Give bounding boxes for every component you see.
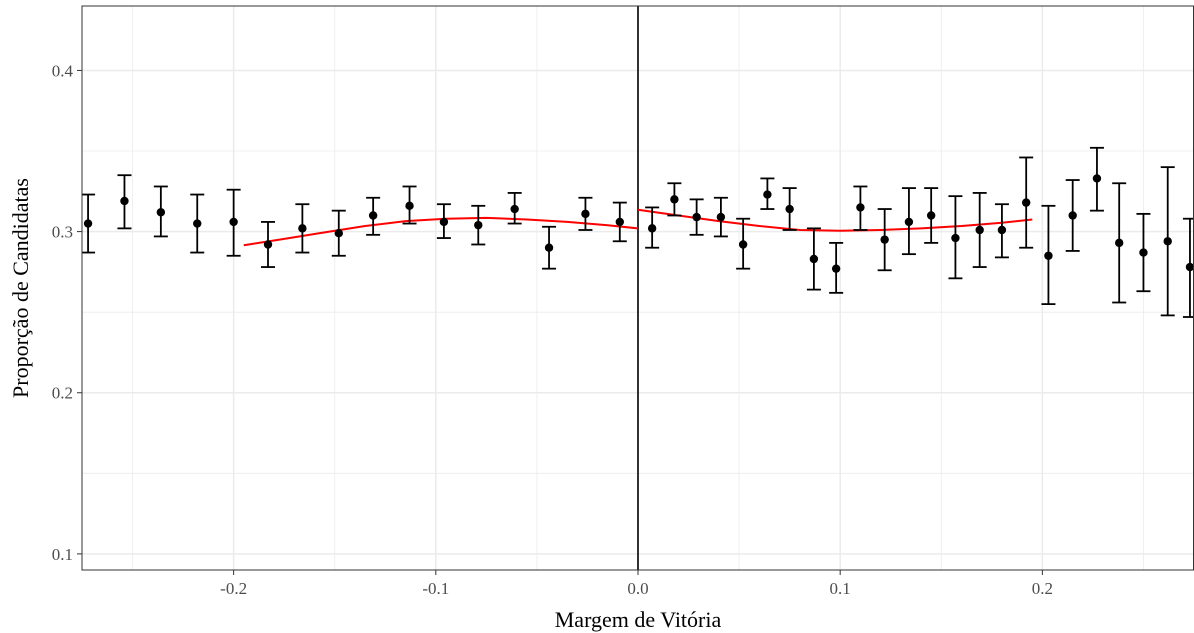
data-point [647, 224, 657, 233]
x-tick-label: -0.2 [220, 579, 247, 598]
data-point [692, 212, 701, 222]
data-point [1092, 174, 1102, 183]
data-point [856, 203, 865, 212]
data-point [904, 217, 914, 227]
y-tick-label: 0.3 [52, 223, 73, 242]
axis-ticks: -0.2 -0.1 0.0 0.1 0.2 0.1 0.2 0.3 0.4 [52, 61, 1053, 598]
data-point [120, 196, 129, 206]
y-tick-label: 0.2 [52, 384, 73, 403]
data-point [1114, 238, 1124, 248]
data-point [785, 204, 794, 214]
data-point [738, 240, 748, 249]
data-point [334, 229, 343, 238]
data-point [975, 225, 984, 235]
data-point [809, 254, 819, 264]
data-point [439, 217, 449, 227]
data-point [368, 211, 378, 220]
data-point [83, 219, 93, 228]
data-point [405, 201, 414, 211]
data-point [615, 217, 625, 227]
data-points [83, 174, 1194, 273]
y-tick-label: 0.4 [52, 61, 74, 80]
data-point [193, 219, 202, 228]
x-tick-label: 0.1 [830, 579, 851, 598]
data-point [716, 212, 726, 222]
data-point [763, 190, 772, 199]
data-point [581, 209, 590, 219]
y-tick-label: 0.1 [52, 545, 73, 564]
x-tick-label: 0.0 [627, 579, 648, 598]
data-point [510, 204, 519, 214]
data-point [229, 217, 238, 227]
data-point [880, 235, 889, 244]
data-point [670, 195, 679, 204]
data-point [1044, 251, 1053, 260]
data-point [926, 211, 936, 220]
x-tick-label: 0.2 [1032, 579, 1053, 598]
data-point [1185, 262, 1194, 272]
data-point [544, 243, 554, 252]
data-point [474, 220, 483, 230]
data-point [1021, 198, 1031, 207]
data-point [1163, 237, 1172, 246]
x-axis-title: Margem de Vitória [555, 607, 722, 632]
data-point [263, 240, 273, 249]
data-point [997, 225, 1007, 235]
y-axis-title: Proporção de Candidatas [8, 178, 33, 398]
data-point [1068, 211, 1077, 220]
data-point [1139, 248, 1148, 257]
x-tick-label: -0.1 [422, 579, 449, 598]
data-point [831, 264, 841, 273]
data-point [156, 208, 166, 217]
fit-line-right [637, 208, 1033, 232]
data-point [951, 233, 960, 243]
data-point [298, 224, 307, 233]
